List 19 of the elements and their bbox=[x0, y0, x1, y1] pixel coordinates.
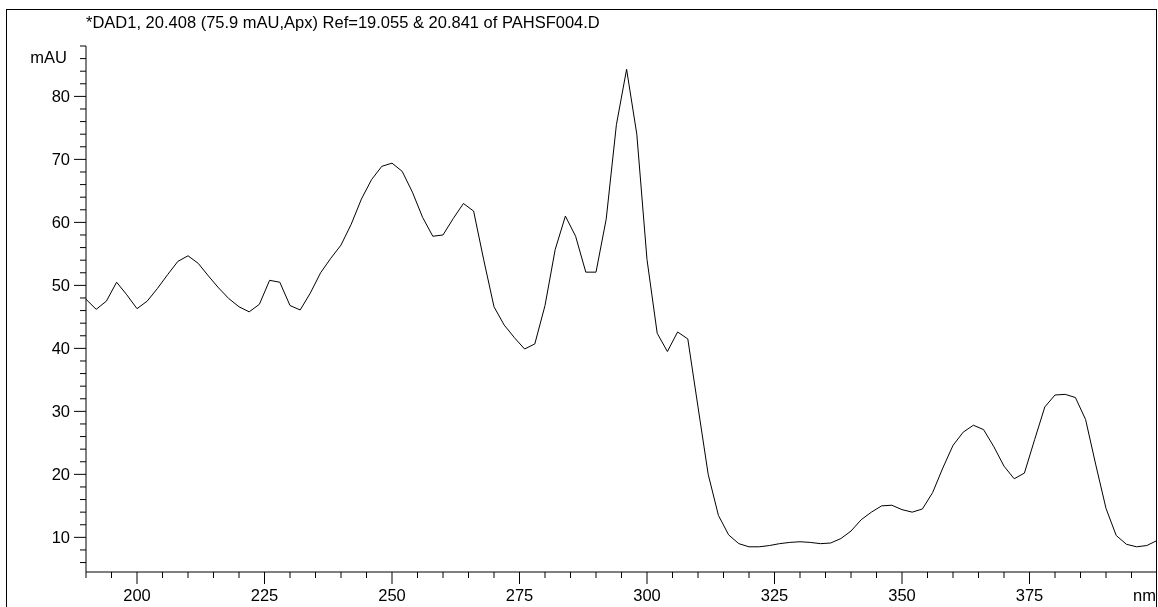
y-tick-label: 40 bbox=[51, 339, 70, 358]
y-axis-title: mAU bbox=[30, 48, 67, 66]
x-tick-label: 325 bbox=[760, 586, 789, 604]
y-tick-label: 70 bbox=[51, 150, 70, 169]
y-tick-label: 80 bbox=[51, 87, 70, 106]
x-axis-title: nm bbox=[1133, 586, 1156, 604]
x-tick-label: 200 bbox=[123, 586, 151, 604]
x-tick-label: 300 bbox=[633, 586, 661, 604]
x-tick-label: 250 bbox=[378, 586, 406, 604]
y-tick-label: 30 bbox=[51, 402, 70, 421]
x-tick-label: 225 bbox=[250, 586, 279, 604]
x-tick-label: 275 bbox=[505, 586, 534, 604]
x-tick-label: 350 bbox=[888, 586, 916, 604]
y-tick-label: 10 bbox=[51, 528, 70, 547]
chart-title: *DAD1, 20.408 (75.9 mAU,Apx) Ref=19.055 & 20.841 of PAHSF004.D bbox=[86, 13, 600, 31]
x-tick-label: 375 bbox=[1015, 586, 1044, 604]
y-tick-label: 60 bbox=[51, 213, 70, 232]
y-tick-label: 20 bbox=[51, 465, 70, 484]
y-tick-label: 50 bbox=[51, 276, 70, 295]
